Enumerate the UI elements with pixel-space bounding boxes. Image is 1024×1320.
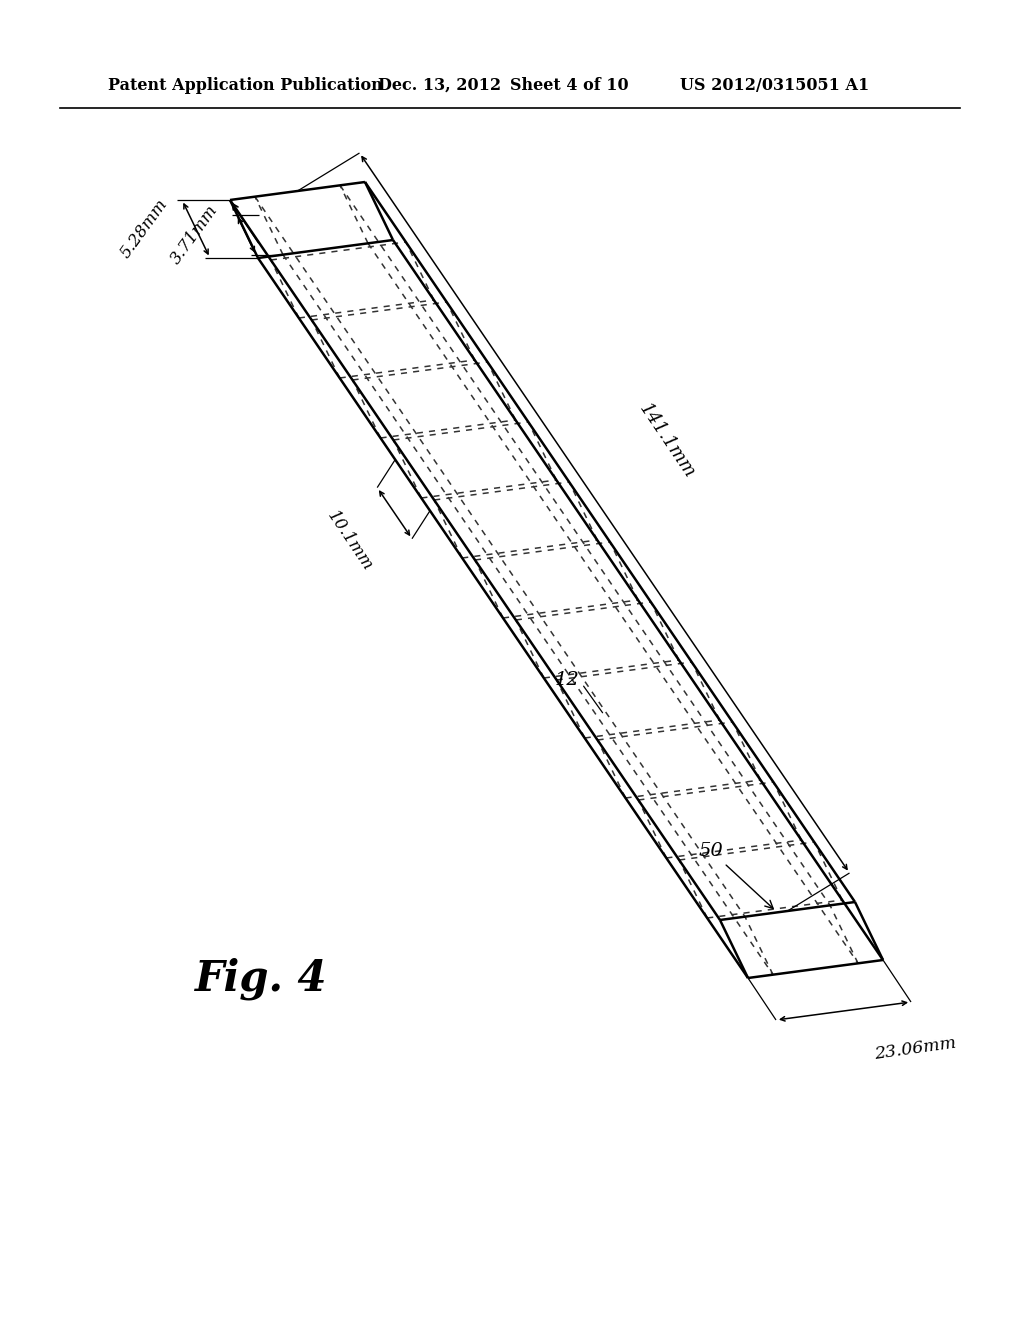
Text: US 2012/0315051 A1: US 2012/0315051 A1: [680, 77, 869, 94]
Text: 3.71mm: 3.71mm: [167, 202, 221, 268]
Text: Fig. 4: Fig. 4: [195, 957, 328, 999]
Text: 141.1mm: 141.1mm: [635, 400, 698, 482]
Text: 12: 12: [554, 671, 602, 713]
Text: Dec. 13, 2012: Dec. 13, 2012: [378, 77, 501, 94]
Text: Patent Application Publication: Patent Application Publication: [108, 77, 383, 94]
Text: 5.28mm: 5.28mm: [117, 197, 171, 261]
Text: 23.06mm: 23.06mm: [873, 1035, 957, 1063]
Text: 10.1mm: 10.1mm: [324, 508, 376, 574]
Text: Sheet 4 of 10: Sheet 4 of 10: [510, 77, 629, 94]
Text: 50: 50: [699, 842, 773, 908]
